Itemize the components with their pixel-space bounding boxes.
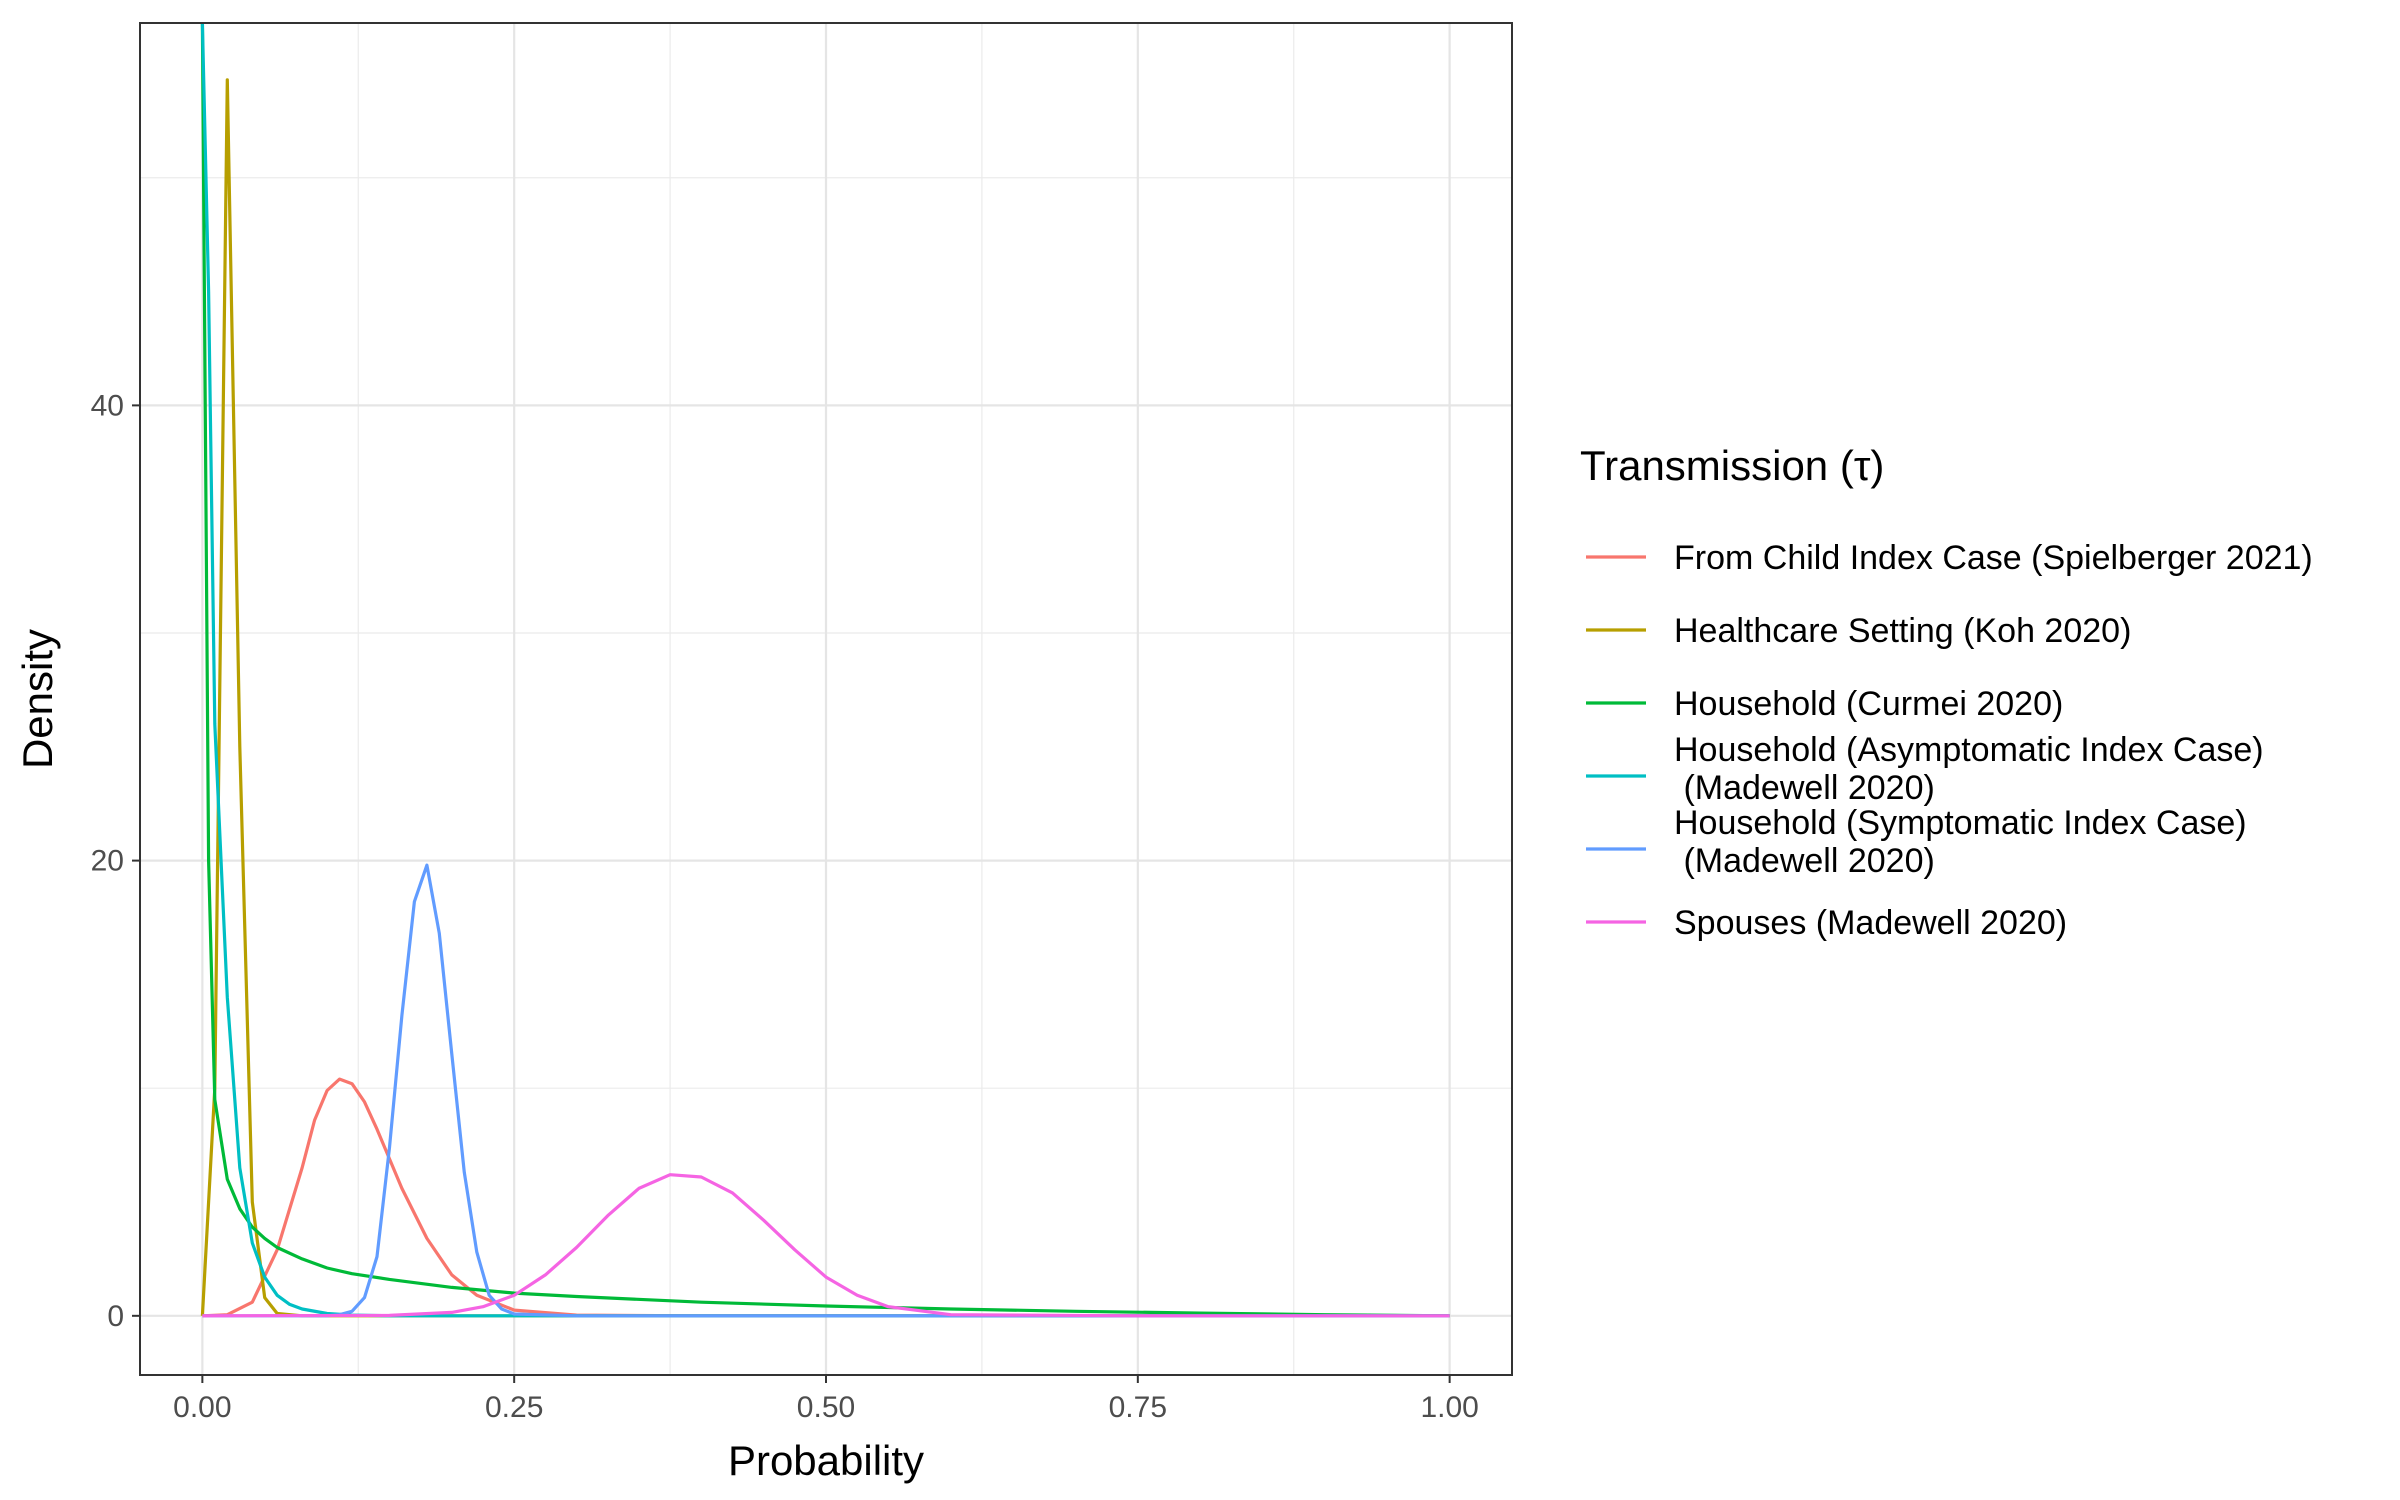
- legend-label-5: (Madewell 2020): [1674, 842, 1935, 880]
- legend-label-2: Healthcare Setting (Koh 2020): [1674, 612, 2131, 650]
- legend-label-5: Household (Symptomatic Index Case): [1674, 804, 2247, 842]
- legend: Transmission (τ) From Child Index Case (…: [1580, 442, 2313, 942]
- axes: 0.00 0.25 0.50 0.75 1.00 0 20 40: [91, 389, 1479, 1424]
- x-tick-label: 0.50: [797, 1391, 855, 1424]
- legend-title: Transmission (τ): [1580, 442, 1884, 489]
- legend-label-4: Household (Asymptomatic Index Case): [1674, 731, 2264, 769]
- x-tick-label: 0.25: [485, 1391, 543, 1424]
- y-axis-title: Density: [14, 629, 61, 769]
- legend-label-3: Household (Curmei 2020): [1674, 685, 2063, 723]
- series-lines: [200, 22, 1450, 1318]
- y-tick-label: 40: [91, 389, 124, 422]
- legend-label-4: (Madewell 2020): [1674, 769, 1935, 807]
- series-line-6: [202, 1173, 1450, 1318]
- x-tick-label: 0.00: [173, 1391, 231, 1424]
- y-tick-label: 20: [91, 845, 124, 878]
- x-tick-label: 0.75: [1109, 1391, 1167, 1424]
- x-tick-label: 1.00: [1420, 1391, 1478, 1424]
- legend-label-6: Spouses (Madewell 2020): [1674, 904, 2067, 942]
- series-line-5: [202, 863, 1450, 1318]
- grid: [140, 23, 1512, 1375]
- legend-label-1: From Child Index Case (Spielberger 2021): [1674, 539, 2313, 577]
- x-axis-title: Probability: [728, 1437, 924, 1484]
- y-tick-label: 0: [107, 1300, 124, 1333]
